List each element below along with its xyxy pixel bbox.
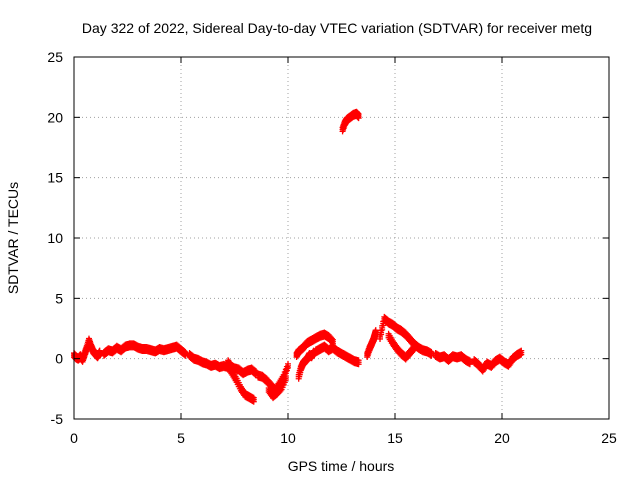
series-seg-11-13 (312, 341, 362, 368)
x-axis-label: GPS time / hours (288, 458, 395, 474)
series-seg-1-5 (100, 340, 189, 359)
x-tick-label: 5 (177, 430, 185, 446)
series-seg-7-8-branch (225, 357, 259, 379)
data-point (377, 335, 384, 342)
y-tick-label: 15 (47, 170, 63, 186)
x-tick-label: 15 (387, 430, 403, 446)
x-tick-label: 10 (280, 430, 296, 446)
data-point (96, 351, 103, 358)
data-point (283, 367, 290, 374)
data-point (378, 331, 385, 338)
series-seg-19-21 (471, 347, 525, 375)
data-point (182, 352, 189, 359)
chart-title: Day 322 of 2022, Sidereal Day-to-day VTE… (82, 20, 592, 36)
y-tick-label: 10 (47, 230, 63, 246)
x-tick-label: 25 (601, 430, 617, 446)
y-tick-label: 25 (47, 49, 63, 65)
data-point (518, 351, 525, 358)
series-seg-13-14 (364, 327, 379, 361)
y-tick-label: -5 (51, 411, 64, 427)
data-series (71, 108, 525, 405)
y-tick-label: 0 (55, 351, 63, 367)
series-seg-10-11-upper (293, 329, 336, 361)
y-axis-label: SDTVAR / TECUs (5, 182, 21, 294)
y-tick-label: 5 (55, 290, 63, 306)
data-point (250, 398, 257, 405)
series-seg-14-16-branch (385, 330, 418, 363)
data-point (466, 361, 473, 368)
data-point (380, 322, 387, 329)
axis-ticks: 0 5 10 15 20 25 -5 0 5 10 15 20 25 (47, 49, 617, 446)
x-tick-label: 0 (70, 430, 78, 446)
data-point (355, 361, 362, 368)
data-point (411, 346, 418, 353)
series-seg-9-10-branch (265, 372, 289, 402)
x-tick-label: 20 (494, 430, 510, 446)
y-tick-label: 20 (47, 109, 63, 125)
data-point (181, 351, 188, 358)
grid-lines (74, 57, 609, 419)
data-point (410, 348, 417, 355)
series-seg-10-11 (295, 347, 317, 382)
series-seg-17-18 (432, 350, 473, 368)
data-point (355, 115, 362, 122)
data-point (285, 364, 291, 371)
series-seg-12-13-high (339, 108, 362, 135)
data-point (277, 387, 284, 394)
data-point (282, 376, 289, 383)
data-point (372, 331, 379, 338)
data-point (428, 352, 435, 359)
data-point (379, 326, 386, 333)
